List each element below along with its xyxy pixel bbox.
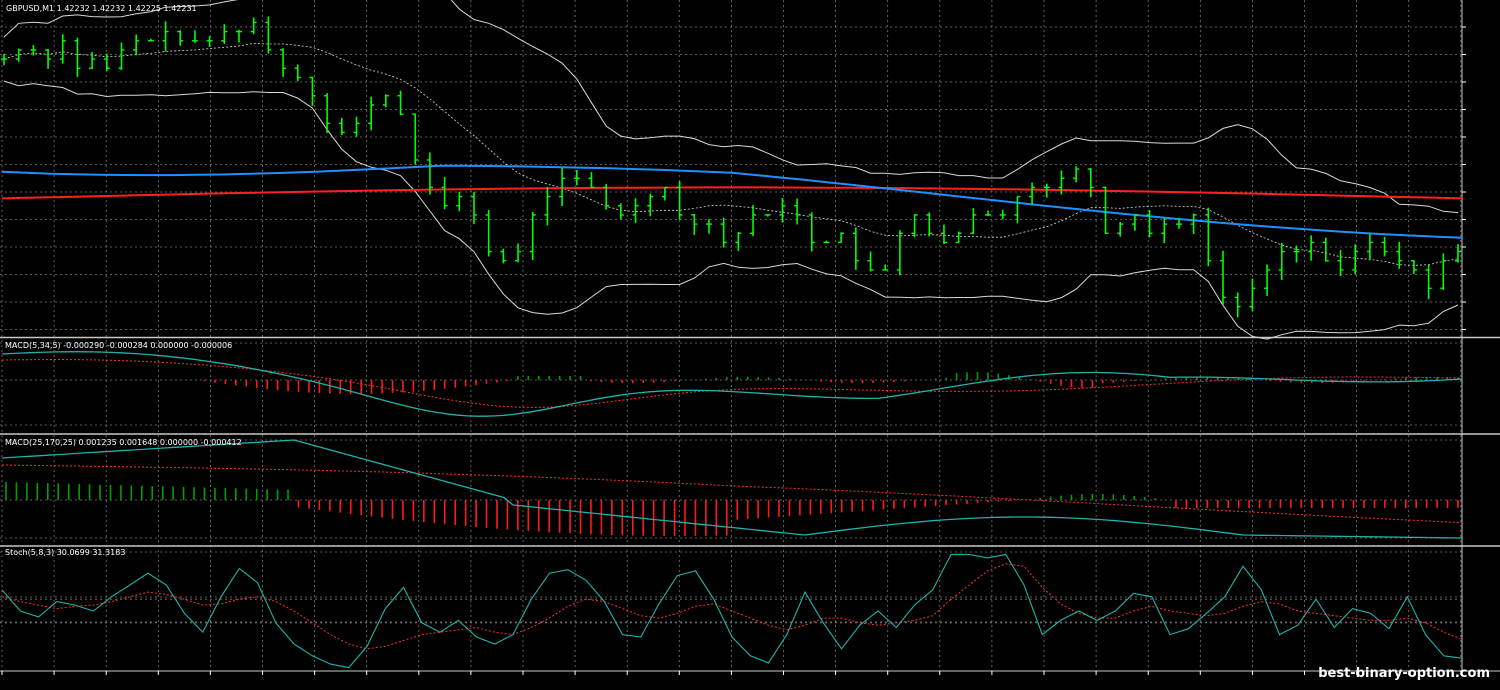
macd-5-34-5-pane[interactable] [1,351,1463,417]
stoch-signal-line [1,563,1463,650]
macd-25-170-25-pane[interactable] [1,439,1463,539]
stoch-main-line [1,553,1463,669]
time-axis [1,671,1462,675]
macd2-signal-line [1,464,1463,524]
stoch-header: Stoch(5,8,3) 30.0699 31.3183 [5,548,125,557]
price-axis [1462,26,1466,330]
macd1-signal-line [1,358,1463,408]
chart-grid [0,0,1462,671]
watermark: best-binary-option.com [1318,666,1490,681]
macd1-header: MACD(5,34,5) -0.000290 -0.000284 0.00000… [5,341,232,350]
bollinger-middle-band [3,42,1459,266]
moving-average-blue [1,164,1463,239]
macd2-header: MACD(25,170,25) 0.001235 0.001648 0.0000… [5,438,242,447]
macd2-main-line [1,439,1463,539]
main-chart-header: GBPUSD,M1 1.42232 1.42232 1.42225 1.4223… [6,4,197,13]
bollinger-lower-band [3,80,1459,340]
pane-separators [0,0,1500,672]
bollinger-upper-band [3,0,1459,214]
stochastic-pane[interactable] [0,553,1463,669]
price-pane[interactable] [1,0,1463,340]
moving-average-red [1,186,1463,200]
macd1-main-line [1,351,1463,417]
